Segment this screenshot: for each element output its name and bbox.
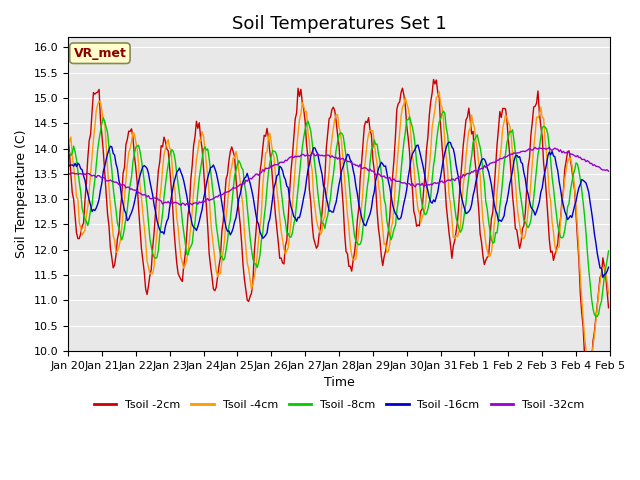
Tsoil -2cm xyxy=(586,373,594,379)
Tsoil -32cm xyxy=(64,170,72,176)
Legend: Tsoil -2cm, Tsoil -4cm, Tsoil -8cm, Tsoil -16cm, Tsoil -32cm: Tsoil -2cm, Tsoil -4cm, Tsoil -8cm, Tsoi… xyxy=(90,396,589,414)
Tsoil -8cm xyxy=(440,108,447,114)
Tsoil -2cm xyxy=(451,238,458,243)
Tsoil -16cm xyxy=(99,168,107,174)
Tsoil -4cm xyxy=(604,278,611,284)
Tsoil -16cm xyxy=(451,153,458,158)
Line: Tsoil -4cm: Tsoil -4cm xyxy=(68,91,609,362)
Tsoil -8cm xyxy=(605,248,612,254)
Tsoil -32cm xyxy=(604,167,611,173)
Tsoil -2cm xyxy=(83,180,90,185)
Tsoil -32cm xyxy=(531,144,539,150)
Tsoil -16cm xyxy=(605,264,612,270)
Tsoil -16cm xyxy=(342,156,350,161)
Tsoil -32cm xyxy=(177,203,185,208)
Tsoil -2cm xyxy=(429,76,437,82)
Tsoil -4cm xyxy=(531,131,539,137)
Tsoil -8cm xyxy=(593,313,601,319)
Tsoil -32cm xyxy=(451,178,458,183)
Y-axis label: Soil Temperature (C): Soil Temperature (C) xyxy=(15,130,28,258)
Tsoil -4cm xyxy=(585,359,593,365)
Tsoil -8cm xyxy=(451,204,458,210)
Tsoil -4cm xyxy=(605,291,612,297)
Tsoil -8cm xyxy=(64,150,72,156)
Tsoil -2cm xyxy=(531,103,539,109)
Tsoil -2cm xyxy=(99,149,107,155)
Tsoil -32cm xyxy=(83,171,90,177)
Tsoil -32cm xyxy=(532,146,540,152)
Tsoil -16cm xyxy=(531,212,539,218)
Tsoil -8cm xyxy=(99,115,107,120)
Tsoil -16cm xyxy=(64,161,72,167)
Text: VR_met: VR_met xyxy=(74,47,126,60)
Line: Tsoil -8cm: Tsoil -8cm xyxy=(68,111,609,316)
Tsoil -4cm xyxy=(342,194,350,200)
Tsoil -8cm xyxy=(531,180,539,186)
Tsoil -2cm xyxy=(64,135,72,141)
Tsoil -8cm xyxy=(83,218,90,224)
Tsoil -32cm xyxy=(99,175,107,180)
X-axis label: Time: Time xyxy=(324,376,355,389)
Tsoil -4cm xyxy=(99,117,107,123)
Tsoil -2cm xyxy=(605,305,612,311)
Line: Tsoil -16cm: Tsoil -16cm xyxy=(68,142,609,277)
Tsoil -2cm xyxy=(342,249,350,254)
Line: Tsoil -2cm: Tsoil -2cm xyxy=(68,79,609,376)
Tsoil -4cm xyxy=(64,133,72,139)
Tsoil -2cm xyxy=(604,288,611,294)
Tsoil -8cm xyxy=(604,257,611,263)
Tsoil -4cm xyxy=(451,236,458,241)
Tsoil -16cm xyxy=(83,185,90,191)
Tsoil -32cm xyxy=(605,168,612,174)
Tsoil -16cm xyxy=(604,268,611,274)
Tsoil -16cm xyxy=(599,275,607,280)
Tsoil -4cm xyxy=(83,212,90,218)
Tsoil -8cm xyxy=(342,153,350,159)
Tsoil -32cm xyxy=(344,158,351,164)
Line: Tsoil -32cm: Tsoil -32cm xyxy=(68,147,609,205)
Tsoil -4cm xyxy=(435,88,443,94)
Tsoil -16cm xyxy=(445,139,453,145)
Title: Soil Temperatures Set 1: Soil Temperatures Set 1 xyxy=(232,15,446,33)
